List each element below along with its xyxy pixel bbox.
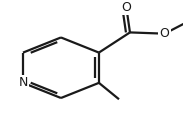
Text: N: N xyxy=(18,76,28,89)
Text: O: O xyxy=(160,27,170,40)
Text: O: O xyxy=(121,1,131,14)
